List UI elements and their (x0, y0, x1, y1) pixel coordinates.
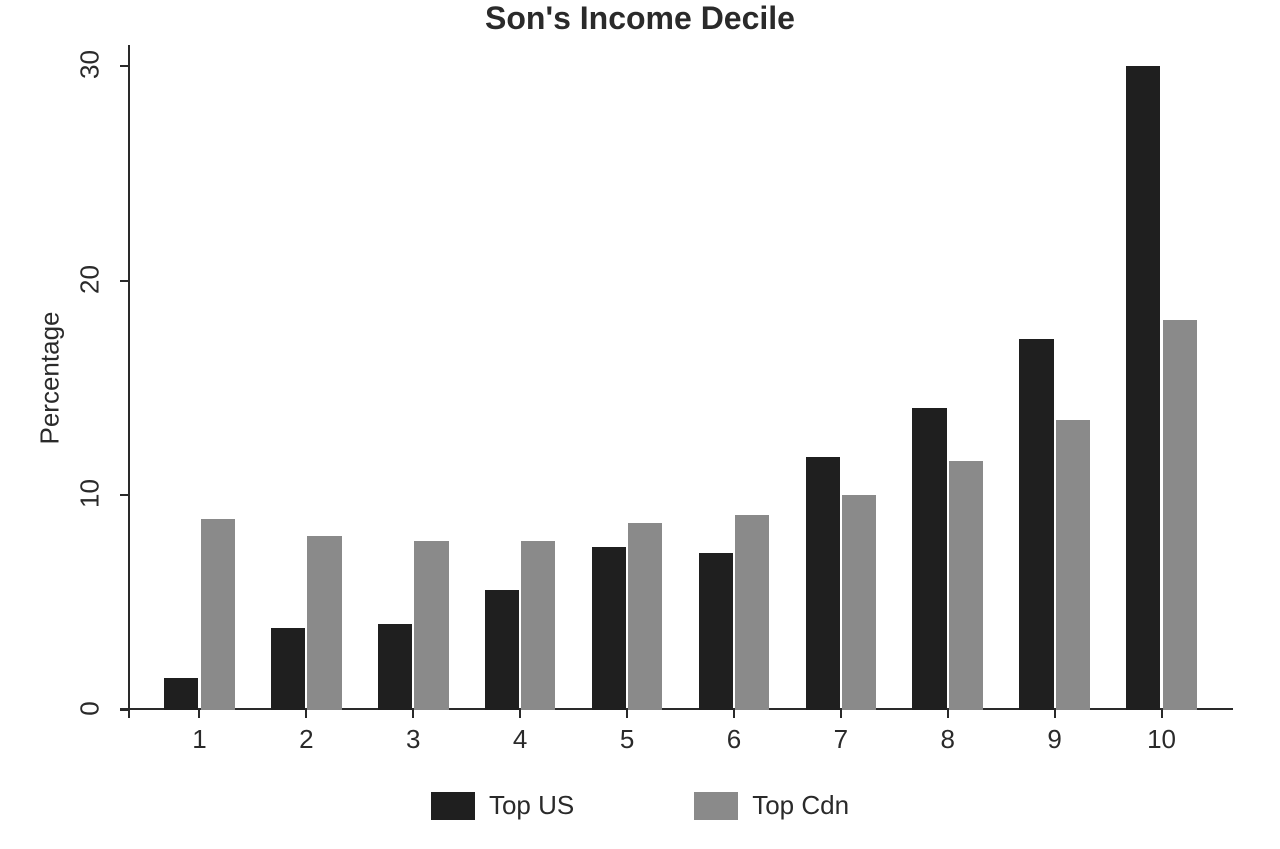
bar-series-b (735, 515, 769, 710)
x-tick-label: 2 (299, 724, 313, 755)
y-axis-line (128, 45, 130, 718)
bar-series-a (485, 590, 519, 710)
y-tick-mark (120, 280, 128, 282)
bar-series-a (806, 457, 840, 710)
bar-series-b (842, 495, 876, 710)
x-tick-mark (305, 710, 307, 718)
legend: Top US Top Cdn (0, 790, 1280, 821)
legend-swatch (694, 792, 738, 820)
legend-item: Top US (431, 790, 574, 821)
x-tick-label: 5 (620, 724, 634, 755)
bar-series-a (1019, 339, 1053, 710)
x-tick-label: 9 (1047, 724, 1061, 755)
bar-series-b (201, 519, 235, 710)
legend-label: Top Cdn (752, 790, 849, 821)
bar-series-b (521, 541, 555, 710)
x-tick-label: 7 (834, 724, 848, 755)
bar-series-a (1126, 66, 1160, 710)
y-tick-label: 30 (75, 45, 106, 85)
bar-series-a (378, 624, 412, 710)
x-tick-mark (519, 710, 521, 718)
chart-title: Son's Income Decile (0, 0, 1280, 37)
bar-series-b (949, 461, 983, 710)
x-tick-label: 8 (941, 724, 955, 755)
plot-area: 010203012345678910 (128, 45, 1233, 710)
x-tick-mark (840, 710, 842, 718)
legend-label: Top US (489, 790, 574, 821)
bar-series-b (1056, 420, 1090, 710)
x-tick-mark (733, 710, 735, 718)
x-tick-mark (947, 710, 949, 718)
bar-series-b (1163, 320, 1197, 710)
y-tick-label: 20 (75, 259, 106, 299)
y-tick-label: 0 (75, 689, 106, 729)
bar-series-a (912, 408, 946, 710)
x-tick-mark (198, 710, 200, 718)
bar-series-a (699, 553, 733, 710)
y-tick-mark (120, 494, 128, 496)
legend-item: Top Cdn (694, 790, 849, 821)
x-tick-label: 6 (727, 724, 741, 755)
y-tick-mark (120, 65, 128, 67)
x-tick-mark (1161, 710, 1163, 718)
bar-series-a (592, 547, 626, 710)
y-tick-mark (120, 709, 128, 711)
x-tick-label: 3 (406, 724, 420, 755)
bar-series-b (307, 536, 341, 710)
y-axis-label: Percentage (35, 311, 66, 444)
x-tick-mark (1054, 710, 1056, 718)
y-tick-label: 10 (75, 474, 106, 514)
bar-series-a (164, 678, 198, 710)
x-tick-label: 10 (1147, 724, 1176, 755)
chart-stage: Son's Income Decile 010203012345678910 P… (0, 0, 1280, 849)
x-tick-mark (412, 710, 414, 718)
bar-series-b (628, 523, 662, 710)
x-tick-label: 4 (513, 724, 527, 755)
legend-swatch (431, 792, 475, 820)
bar-series-b (414, 541, 448, 710)
x-tick-label: 1 (192, 724, 206, 755)
x-tick-mark (626, 710, 628, 718)
bar-series-a (271, 628, 305, 710)
